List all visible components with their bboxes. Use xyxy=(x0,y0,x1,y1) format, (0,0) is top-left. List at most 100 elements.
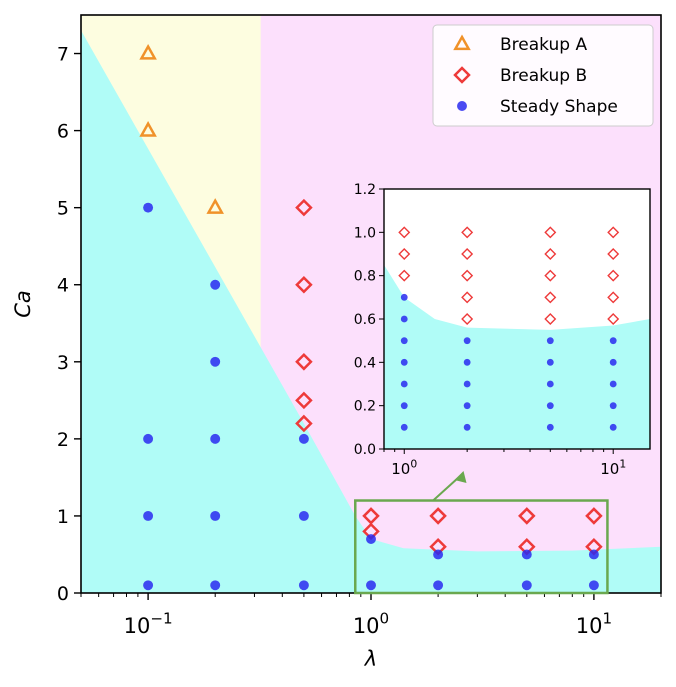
inset-y-tick-label: 1.0 xyxy=(354,225,376,241)
y-tick-label: 3 xyxy=(57,352,69,374)
legend-marker xyxy=(457,101,467,111)
x-tick-label: 101 xyxy=(576,610,612,638)
inset-breakup-b-point xyxy=(461,313,474,325)
y-tick-label: 6 xyxy=(57,121,69,143)
inset-steady-point xyxy=(400,358,408,366)
y-axis-title: Ca xyxy=(11,290,35,318)
inset-breakup-b-point xyxy=(544,313,557,325)
y-tick-label: 0 xyxy=(57,583,69,605)
steady-shape-point xyxy=(143,202,154,213)
x-tick-label: 100 xyxy=(353,610,389,638)
inset-breakup-b-point xyxy=(544,226,557,239)
inset-y-tick-label: 0.4 xyxy=(354,355,376,371)
inset-x-tick-label: 100 xyxy=(391,457,417,478)
breakup-b-point xyxy=(585,507,603,525)
inset-breakup-b-point xyxy=(461,291,474,304)
inset-steady-point xyxy=(463,423,471,431)
inset-breakup-b-point xyxy=(398,269,411,282)
y-tick-label: 4 xyxy=(57,275,69,297)
x-tick-label: 10−1 xyxy=(124,610,173,638)
steady-shape-point xyxy=(298,510,309,521)
inset-breakup-b-point xyxy=(544,269,557,282)
y-tick-label: 2 xyxy=(57,429,69,451)
zoom-arrow-head xyxy=(454,471,467,483)
inset-steady-point xyxy=(400,423,408,431)
inset-steady-point xyxy=(463,358,471,366)
steady-shape-point xyxy=(366,534,376,545)
breakup-b-point xyxy=(429,507,447,525)
inset-breakup-b-point xyxy=(461,269,474,282)
legend-label: Steady Shape xyxy=(500,97,618,117)
steady-shape-point xyxy=(521,580,532,591)
steady-shape-point xyxy=(210,510,221,521)
inset-steady-point xyxy=(609,402,617,410)
inset-y-tick-label: 0.8 xyxy=(354,269,376,285)
y-tick-label: 7 xyxy=(57,44,69,66)
legend-label: Breakup A xyxy=(500,35,587,55)
inset-region-steady xyxy=(384,264,650,449)
inset-breakup-b-point xyxy=(461,248,474,260)
inset-steady-point xyxy=(546,337,554,345)
steady-shape-point xyxy=(210,356,221,367)
breakup-b-point xyxy=(295,414,313,433)
inset-steady-point xyxy=(400,337,408,345)
breakup-a-point xyxy=(139,43,157,60)
inset-breakup-b-point xyxy=(544,248,557,260)
inset-steady-point xyxy=(400,293,408,301)
inset-steady-point xyxy=(400,380,408,388)
breakup-b-point xyxy=(295,198,313,217)
inset-breakup-b-point xyxy=(607,269,620,282)
inset-steady-point xyxy=(609,337,617,345)
legend-marker xyxy=(453,34,471,51)
inset-plot xyxy=(384,189,650,449)
inset-steady-point xyxy=(400,315,408,323)
breakup-b-point xyxy=(295,391,313,410)
inset-steady-point xyxy=(463,402,471,410)
breakup-b-point xyxy=(518,507,536,525)
inset-y-tick-label: 0.2 xyxy=(354,399,376,415)
steady-shape-point xyxy=(143,580,154,591)
steady-shape-point xyxy=(143,433,154,444)
inset-steady-point xyxy=(609,423,617,431)
inset-y-tick-label: 1.2 xyxy=(354,182,376,198)
y-tick-label: 1 xyxy=(57,506,69,528)
steady-shape-point xyxy=(210,580,221,591)
steady-shape-point xyxy=(210,433,221,444)
breakup-a-point xyxy=(206,198,224,214)
inset-y-tick-label: 0.0 xyxy=(354,442,376,458)
breakup-b-point xyxy=(295,353,313,371)
legend-marker xyxy=(453,66,471,84)
steady-shape-point xyxy=(588,549,599,560)
steady-shape-point xyxy=(210,279,221,290)
breakup-a-point xyxy=(139,121,157,137)
y-tick-label: 5 xyxy=(57,198,69,220)
legend-box xyxy=(432,24,654,127)
steady-shape-point xyxy=(366,580,376,591)
x-axis-title: λ xyxy=(364,647,377,671)
inset-breakup-b-point xyxy=(607,291,620,304)
inset-breakup-b-point xyxy=(607,313,620,325)
steady-shape-point xyxy=(433,580,444,591)
steady-shape-point xyxy=(433,549,444,560)
legend-label: Breakup B xyxy=(500,66,587,86)
inset-x-tick-label: 101 xyxy=(600,457,626,478)
inset-breakup-b-point xyxy=(607,248,620,260)
steady-shape-point xyxy=(143,510,154,521)
breakup-b-point xyxy=(295,275,313,294)
region-steady xyxy=(81,30,661,593)
steady-shape-point xyxy=(298,433,309,444)
inset-steady-point xyxy=(546,358,554,366)
inset-steady-point xyxy=(463,337,471,345)
inset-breakup-b-point xyxy=(544,291,557,304)
inset-steady-point xyxy=(609,380,617,388)
inset-breakup-b-point xyxy=(461,226,474,239)
inset-breakup-b-point xyxy=(607,226,620,239)
inset-steady-point xyxy=(546,423,554,431)
legend: Breakup A Breakup B Steady Shape xyxy=(432,24,654,127)
steady-shape-point xyxy=(521,549,532,560)
inset-y-tick-label: 0.6 xyxy=(354,312,376,328)
zoom-box xyxy=(354,499,609,595)
inset-steady-point xyxy=(546,402,554,410)
inset-breakup-b-point xyxy=(398,248,411,260)
